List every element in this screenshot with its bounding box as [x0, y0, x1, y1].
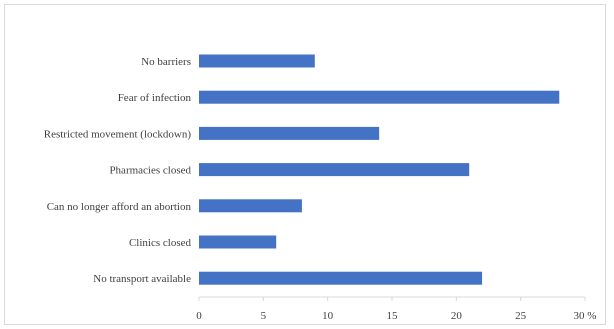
category-label: No barriers [141, 56, 191, 68]
x-tick-label: 25 [515, 310, 527, 322]
x-tick-label: 10 [322, 310, 334, 322]
category-label: Fear of infection [118, 92, 192, 104]
x-tick-label: 15 [387, 310, 399, 322]
bars [199, 54, 560, 285]
bar-2 [199, 126, 380, 140]
bar-4 [199, 199, 302, 213]
category-labels: No barriers Fear of infection Restricted m… [44, 56, 192, 285]
x-tick-label: 5 [261, 310, 267, 322]
x-tick-label: 30 % [574, 310, 597, 322]
x-tick-label: 0 [196, 310, 202, 322]
bar-5 [199, 235, 277, 249]
bar-6 [199, 271, 483, 285]
category-label: Clinics closed [129, 237, 192, 249]
x-axis: 0 5 10 15 20 25 30 % [196, 296, 597, 322]
category-label: Restricted movement (lockdown) [44, 128, 192, 140]
x-tick-label: 20 [451, 310, 463, 322]
bar-1 [199, 90, 560, 104]
category-label: No transport available [93, 273, 191, 285]
bar-3 [199, 163, 470, 177]
bar-0 [199, 54, 315, 68]
category-label: Pharmacies closed [109, 165, 191, 177]
category-label: Can no longer afford an abortion [47, 201, 192, 213]
